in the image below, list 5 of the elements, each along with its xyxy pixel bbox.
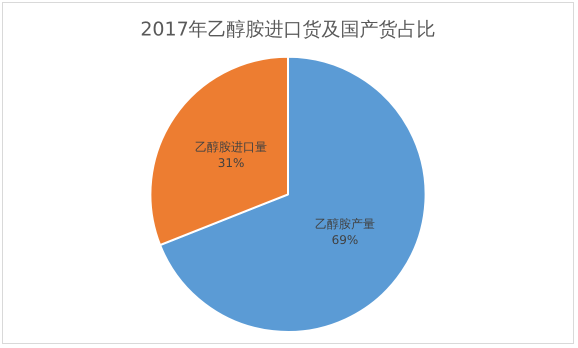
data-label: 69%: [332, 233, 358, 248]
slice-label: 乙醇胺进口量: [195, 140, 268, 154]
chart-title: 2017年乙醇胺进口货及国产货占比: [140, 18, 436, 40]
slice-label: 乙醇胺产量: [314, 217, 375, 232]
data-label: 31%: [218, 156, 244, 170]
